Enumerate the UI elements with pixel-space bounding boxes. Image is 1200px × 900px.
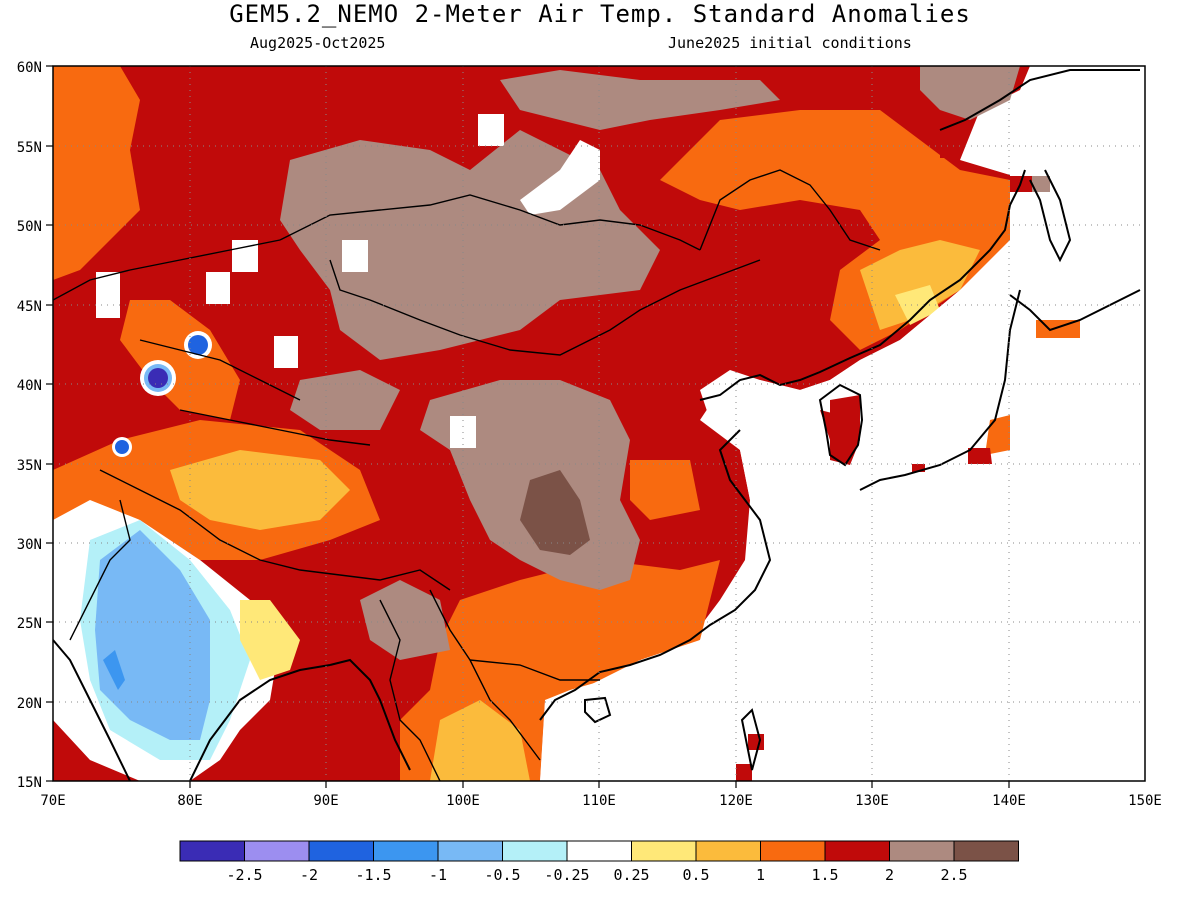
anomaly-region-brown-burma: [360, 580, 450, 660]
anomaly-shading: [53, 66, 1145, 781]
initial-conditions: June2025 initial conditions: [668, 34, 912, 52]
lon-label: 100E: [446, 793, 480, 809]
borders: [53, 169, 881, 781]
border-china-ne: [699, 169, 881, 251]
lat-label: 35N: [17, 458, 42, 474]
colorbar-swatch: [502, 840, 568, 862]
colorbar-label: 0.25: [613, 866, 649, 884]
lon-label: 70E: [40, 793, 65, 809]
lon-label: 140E: [992, 793, 1026, 809]
colorbar-swatch: [824, 840, 890, 862]
anomaly-region-darkblue-india: [103, 650, 125, 690]
lon-label: 150E: [1128, 793, 1162, 809]
anomaly-region-yellow-tibet: [170, 450, 350, 530]
colorbar-label: 2: [885, 866, 894, 884]
lat-label: 50N: [17, 219, 42, 235]
coastline-india: [53, 639, 131, 781]
colorbar-label: -0.5: [484, 866, 520, 884]
colorbar-swatch: [760, 840, 826, 862]
anomaly-region-blue-india: [95, 530, 210, 740]
lat-label: 55N: [17, 140, 42, 156]
anomaly-region-brown-north: [500, 70, 780, 130]
lat-ticks: [46, 65, 53, 782]
colorbar-swatch: [889, 840, 955, 862]
anomaly-region-brown-ne: [920, 66, 1020, 120]
colorbar: [179, 840, 1019, 862]
colorbar-label: -2: [300, 866, 318, 884]
lat-label: 45N: [17, 299, 42, 315]
colorbar-swatch: [308, 840, 374, 862]
lat-label: 15N: [17, 775, 42, 791]
colorbar-swatch: [695, 840, 761, 862]
lat-label: 60N: [17, 60, 42, 76]
lat-label: 25N: [17, 616, 42, 632]
colorbar-swatch: [244, 840, 310, 862]
colorbar-label: -0.25: [544, 866, 589, 884]
border-russia-mongolia: [279, 194, 701, 251]
colorbar-label: -2.5: [226, 866, 262, 884]
anomaly-region-yellow-south: [430, 700, 530, 781]
anomaly-region-orange-east: [630, 460, 700, 520]
forecast-period: Aug2025-Oct2025: [250, 34, 386, 52]
border-se-asia: [429, 589, 541, 761]
colorbar-swatch: [566, 840, 632, 862]
coastline-taiwan: [740, 708, 762, 771]
coastline-japan: [859, 289, 1021, 491]
colorbar-label: 0.5: [682, 866, 709, 884]
lat-label: 40N: [17, 378, 42, 394]
anomaly-region-orange-west: [120, 300, 240, 420]
colorbar-label: 1.5: [811, 866, 838, 884]
colorbar-swatch: [953, 840, 1019, 862]
colorbar-swatch: [631, 840, 697, 862]
border-kazakh: [53, 239, 281, 301]
colorbar-swatch: [373, 840, 439, 862]
border-himalaya: [99, 469, 451, 591]
longitude-labels: 70E 80E 90E 100E 110E 120E 130E 140E 150…: [40, 793, 1162, 809]
colorbar-swatch: [437, 840, 503, 862]
colorbar-swatch: [179, 840, 245, 862]
coastline-hainan: [584, 696, 612, 724]
colorbar-label: 1: [756, 866, 765, 884]
lon-label: 80E: [177, 793, 202, 809]
lat-label: 20N: [17, 696, 42, 712]
anomaly-region-yellow-india-east: [240, 600, 300, 680]
gridlines: [53, 66, 1145, 781]
latitude-labels: 60N 55N 50N 45N 40N 35N 30N 25N 20N 15N: [17, 60, 42, 791]
anomaly-region-orange-nw: [53, 66, 140, 280]
lat-label: 30N: [17, 537, 42, 553]
coastlines: [53, 69, 1141, 781]
anomaly-region-brown-west: [290, 370, 400, 430]
lon-ticks: [189, 781, 1010, 788]
colorbar-labels: -2.5 -2 -1.5 -1 -0.5 -0.25 0.25 0.5 1 1.…: [226, 866, 967, 884]
coastline-korea: [818, 383, 864, 467]
lon-label: 110E: [582, 793, 616, 809]
lon-label: 90E: [313, 793, 338, 809]
anomaly-region-darkbrown: [520, 470, 590, 555]
lon-label: 130E: [855, 793, 889, 809]
coastline-china: [699, 169, 1026, 401]
lon-label: 120E: [719, 793, 753, 809]
anomaly-region-yellow-ne: [860, 240, 980, 330]
map-title: GEM5.2_NEMO 2-Meter Air Temp. Standard A…: [229, 0, 971, 28]
colorbar-label: -1.5: [355, 866, 391, 884]
border-mongolia-china: [329, 259, 761, 356]
colorbar-label: -1: [429, 866, 447, 884]
colorbar-label: 2.5: [940, 866, 967, 884]
